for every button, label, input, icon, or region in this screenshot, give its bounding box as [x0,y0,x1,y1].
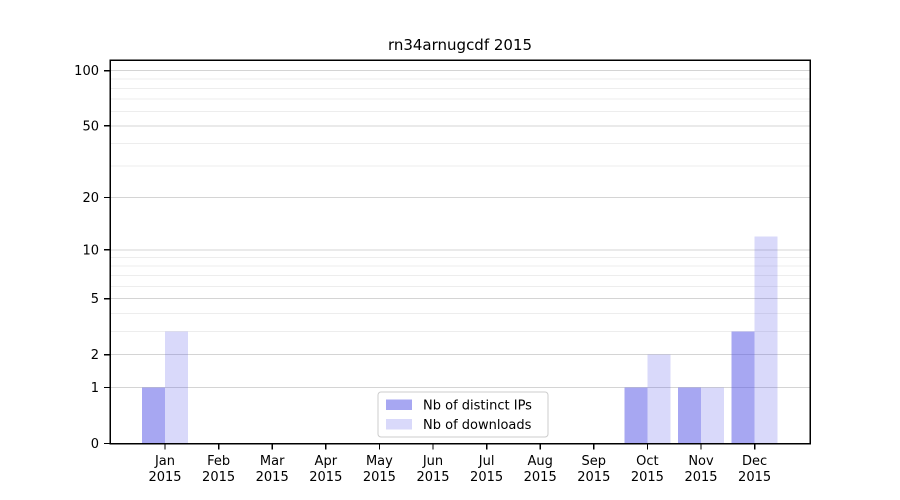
bar-nb-of-distinct-ips-nov-2015 [678,387,701,444]
x-tick-label-year-aug: 2015 [524,470,557,485]
x-tick-label-year-may: 2015 [363,470,396,485]
y-tick-label-100: 100 [74,64,99,79]
x-tick-label-month-jun: Jun [422,454,443,469]
x-tick-label-year-dec: 2015 [738,470,771,485]
x-tick-label-year-jan: 2015 [148,470,181,485]
x-axis-ticks: Jan2015Feb2015Mar2015Apr2015May2015Jun20… [148,443,771,485]
x-tick-label-month-aug: Aug [528,454,553,469]
y-tick-label-20: 20 [82,191,99,206]
x-tick-label-month-sep: Sep [582,454,607,469]
y-axis-ticks: 0 1 2 5 10 20 50 100 [74,64,110,452]
x-tick-label-year-feb: 2015 [202,470,235,485]
y-tick-label-2: 2 [91,348,99,363]
bar-nb-of-distinct-ips-dec-2015 [731,331,755,444]
legend: Nb of distinct IPs Nb of downloads [377,391,549,438]
legend-label-nb-of-downloads: Nb of downloads [423,418,532,433]
chart-title: rn34arnugcdf 2015 [388,36,532,54]
y-tick-label-1: 1 [91,381,99,396]
x-tick-label-month-oct: Oct [636,454,658,469]
x-tick-label-year-jun: 2015 [416,470,449,485]
bar-nb-of-downloads-dec-2015 [754,236,778,444]
axes-spines [109,59,811,445]
x-tick-label-month-jan: Jan [154,454,175,469]
x-tick-label-month-apr: Apr [315,454,338,469]
bar-nb-of-distinct-ips-oct-2015 [624,387,648,444]
major-gridlines [110,70,810,388]
legend-label-nb-of-distinct-ips: Nb of distinct IPs [423,399,532,414]
x-tick-label-month-nov: Nov [688,454,714,469]
y-tick-label-10: 10 [82,243,99,258]
y-tick-label-50: 50 [82,119,99,134]
x-tick-label-year-oct: 2015 [631,470,664,485]
x-tick-label-month-mar: Mar [260,454,285,469]
minor-gridlines [110,78,810,332]
bar-nb-of-downloads-oct-2015 [647,354,671,444]
bar-nb-of-distinct-ips-jan-2015 [142,387,165,444]
y-tick-label-0: 0 [91,437,99,452]
x-tick-label-month-feb: Feb [207,454,230,469]
bar-nb-of-downloads-nov-2015 [701,387,724,444]
x-tick-label-month-may: May [366,454,393,469]
x-tick-label-year-nov: 2015 [684,470,717,485]
legend-box [377,391,549,438]
plot-border [109,59,811,445]
x-tick-label-month-dec: Dec [742,454,767,469]
legend-swatch-nb-of-downloads [386,419,412,430]
x-tick-label-year-sep: 2015 [577,470,610,485]
y-tick-label-5: 5 [91,292,99,307]
legend-swatch-nb-of-distinct-ips [386,399,412,410]
x-tick-label-year-mar: 2015 [256,470,289,485]
bar-nb-of-downloads-jan-2015 [165,331,188,444]
bars [142,236,778,444]
x-tick-label-year-jul: 2015 [470,470,503,485]
x-tick-label-year-apr: 2015 [309,470,342,485]
x-tick-label-month-jul: Jul [478,454,495,469]
